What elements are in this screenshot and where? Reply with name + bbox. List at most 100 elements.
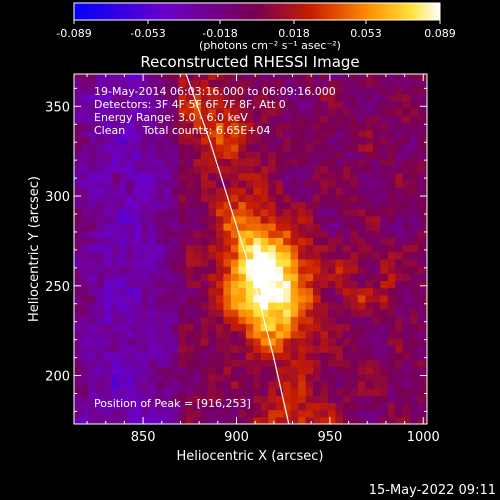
- heatmap-cell: [275, 100, 284, 109]
- heatmap-cell: [395, 337, 404, 346]
- heatmap-cell: [372, 151, 381, 159]
- heatmap-cell: [268, 251, 277, 260]
- heatmap-cell: [126, 215, 135, 224]
- heatmap-cell: [425, 251, 427, 260]
- heatmap-cell: [357, 93, 366, 102]
- heatmap-cell: [208, 273, 217, 282]
- heatmap-cell: [171, 380, 180, 389]
- heatmap-cell: [88, 352, 98, 360]
- heatmap-cell: [111, 237, 120, 246]
- heatmap-cell: [111, 395, 120, 404]
- heatmap-cell: [74, 258, 83, 267]
- heatmap-cell: [208, 416, 217, 424]
- heatmap-cell: [268, 237, 277, 246]
- heatmap-cell: [133, 323, 142, 332]
- heatmap-cell: [342, 251, 352, 260]
- heatmap-cell: [238, 115, 247, 124]
- heatmap-cell: [193, 136, 202, 145]
- heatmap-cell: [335, 144, 344, 152]
- heatmap-cell: [365, 179, 374, 188]
- heatmap-cell: [186, 337, 195, 346]
- x-tick-label: 850: [131, 430, 156, 445]
- heatmap-cell: [350, 136, 359, 145]
- heatmap-cell: [163, 337, 172, 346]
- heatmap-cell: [425, 316, 427, 325]
- heatmap-cell: [238, 323, 247, 332]
- heatmap-cell: [283, 359, 292, 368]
- heatmap-cell: [81, 115, 90, 124]
- heatmap-cell: [275, 158, 284, 167]
- heatmap-cell: [238, 287, 247, 296]
- heatmap-cell: [96, 179, 105, 188]
- heatmap-cell: [88, 151, 98, 159]
- y-tick-label: 250: [45, 280, 70, 295]
- heatmap-cell: [298, 215, 307, 224]
- heatmap-cell: [133, 258, 142, 267]
- heatmap-cell: [290, 222, 299, 231]
- heatmap-cell: [238, 172, 247, 181]
- heatmap-cell: [156, 294, 165, 303]
- heatmap-cell: [380, 208, 389, 217]
- heatmap-cell: [372, 258, 381, 267]
- heatmap-cell: [417, 86, 426, 95]
- heatmap-cell: [208, 158, 217, 167]
- heatmap-cell: [133, 244, 142, 253]
- heatmap-cell: [275, 402, 284, 411]
- heatmap-cell: [402, 74, 411, 80]
- heatmap-cell: [178, 244, 187, 253]
- heatmap-cell: [328, 337, 337, 346]
- heatmap-cell: [305, 93, 314, 102]
- heatmap-cell: [74, 158, 83, 167]
- heatmap-cell: [402, 136, 411, 145]
- heatmap-cell: [335, 237, 344, 246]
- heatmap-cell: [156, 352, 165, 360]
- heatmap-cell: [88, 337, 98, 346]
- heatmap-cell: [305, 251, 314, 260]
- heatmap-cell: [81, 122, 90, 131]
- heatmap-cell: [387, 129, 396, 138]
- heatmap-cell: [372, 93, 381, 102]
- heatmap-cell: [96, 352, 105, 360]
- heatmap-cell: [178, 122, 187, 131]
- heatmap-cell: [380, 201, 389, 210]
- heatmap-cell: [387, 395, 396, 404]
- heatmap-cell: [283, 215, 292, 224]
- heatmap-cell: [88, 366, 98, 375]
- heatmap-cell: [350, 380, 359, 389]
- heatmap-cell: [126, 409, 135, 418]
- heatmap-cell: [141, 244, 150, 253]
- heatmap-cell: [238, 388, 247, 396]
- heatmap-cell: [74, 136, 83, 145]
- heatmap-cell: [357, 129, 366, 138]
- heatmap-cell: [230, 323, 239, 332]
- heatmap-cell: [268, 395, 277, 404]
- heatmap-cell: [118, 108, 127, 116]
- heatmap-cell: [103, 86, 112, 95]
- heatmap-cell: [238, 330, 247, 339]
- heatmap-cell: [201, 323, 210, 332]
- heatmap-cell: [208, 266, 217, 274]
- heatmap-cell: [275, 115, 284, 124]
- heatmap-cell: [268, 165, 277, 174]
- heatmap-cell: [118, 287, 127, 296]
- heatmap-cell: [372, 144, 381, 152]
- heatmap-cell: [103, 258, 112, 267]
- heatmap-cell: [260, 122, 269, 131]
- heatmap-cell: [186, 172, 195, 181]
- heatmap-cell: [178, 79, 187, 88]
- heatmap-cell: [193, 158, 202, 167]
- heatmap-cell: [425, 74, 427, 80]
- heatmap-cell: [275, 258, 284, 267]
- heatmap-cell: [208, 215, 217, 224]
- heatmap-cell: [208, 201, 217, 210]
- heatmap-cell: [215, 416, 225, 424]
- heatmap-cell: [103, 151, 112, 159]
- heatmap-cell: [171, 294, 180, 303]
- heatmap-cell: [208, 222, 217, 231]
- heatmap-cell: [328, 373, 337, 382]
- heatmap-cell: [283, 230, 292, 238]
- heatmap-cell: [275, 136, 284, 145]
- heatmap-cell: [88, 122, 98, 131]
- heatmap-cell: [230, 395, 239, 404]
- heatmap-cell: [253, 266, 262, 274]
